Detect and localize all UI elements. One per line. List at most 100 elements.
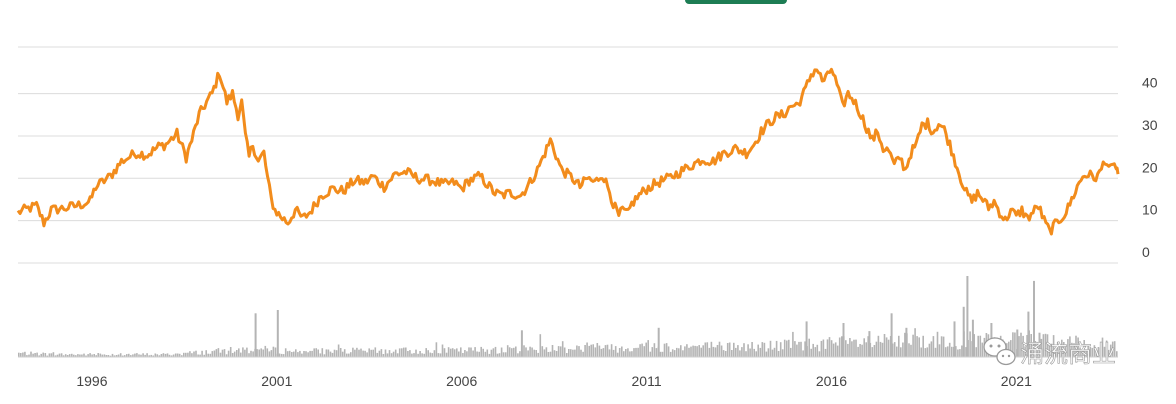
volume-bar (1101, 337, 1104, 357)
volume-bar (684, 346, 686, 357)
volume-bar (95, 355, 97, 357)
volume-bar (403, 347, 405, 357)
volume-bar (818, 351, 821, 357)
volume-bar (849, 338, 851, 357)
volume-bar (231, 353, 234, 357)
volume-bar (720, 345, 723, 357)
volume-bar (773, 347, 776, 357)
volume-bar (335, 350, 338, 357)
volume-bar (152, 355, 154, 357)
volume-bar (533, 349, 535, 357)
volume-bar (504, 352, 507, 357)
volume-bar (126, 354, 128, 357)
volume-bar (1024, 346, 1026, 357)
volume-bar (462, 353, 464, 357)
volume-bar (753, 348, 755, 357)
volume-bar (309, 350, 311, 357)
volume-bar (735, 347, 737, 357)
volume-bar (557, 346, 560, 357)
volume-bar (1079, 347, 1081, 357)
volume-bar (519, 351, 521, 357)
watermark: 涌流商业 (983, 337, 1116, 368)
volume-bar (170, 355, 173, 357)
header-button[interactable] (685, 0, 787, 4)
volume-bar (1020, 332, 1022, 357)
volume-bar (832, 343, 835, 357)
volume-bar (64, 354, 67, 357)
volume-bar (651, 347, 654, 357)
volume-bar (236, 350, 238, 357)
volume-bar (763, 342, 766, 357)
volume-bar (407, 351, 409, 357)
volume-bar (425, 348, 427, 357)
volume-bar (376, 352, 379, 357)
x-tick-label: 2006 (446, 373, 477, 389)
volume-bar (1018, 336, 1020, 357)
volume-bar (93, 354, 95, 357)
volume-bar (445, 352, 448, 357)
volume-bar (673, 350, 676, 357)
volume-bar (1087, 344, 1089, 357)
volume-bar (494, 346, 497, 357)
volume-bar (578, 346, 580, 357)
volume-bar (197, 354, 199, 357)
volume-bar (920, 347, 922, 357)
volume-bar (545, 347, 548, 357)
volume-bar (946, 346, 949, 357)
volume-bar (46, 355, 49, 357)
volume-bar (286, 351, 289, 357)
volume-bar (288, 350, 291, 357)
volume-bar (957, 349, 959, 357)
y-tick-label: 20 (1142, 159, 1158, 175)
volume-bar (610, 344, 613, 357)
volume-bar (81, 354, 83, 357)
price-line (16, 67, 1120, 236)
volume-bar (394, 349, 397, 357)
volume-bar (449, 348, 452, 357)
volume-bar (979, 335, 982, 357)
volume-bar (896, 346, 898, 357)
volume-bar (417, 353, 419, 357)
volume-bar (861, 344, 863, 357)
volume-bar (429, 352, 432, 357)
volume-bar (193, 351, 195, 357)
volume-bar (887, 339, 890, 357)
volume-bar (1116, 351, 1118, 357)
volume-bar (496, 353, 499, 357)
volume-bar (645, 342, 647, 357)
volume-bar (458, 351, 460, 357)
volume-bar (482, 348, 484, 357)
volume-bar (339, 348, 342, 357)
volume-bar (875, 341, 878, 357)
volume-bar (187, 352, 189, 357)
volume-bar (217, 348, 220, 357)
volume-bar (48, 353, 51, 357)
x-axis-tick-labels: 1996 2001 2006 2011 2016 2021 (76, 373, 1032, 389)
volume-bar (1014, 332, 1016, 357)
volume-bar (360, 348, 362, 357)
volume-bar (531, 347, 533, 357)
volume-bar (696, 346, 698, 357)
volume-bar (743, 343, 745, 357)
volume-bar (307, 352, 309, 357)
volume-bar (174, 353, 177, 357)
y-axis-tick-labels: 0 10 20 30 40 (1142, 75, 1158, 260)
volume-bar (627, 348, 629, 357)
volume-bar (189, 351, 191, 357)
volume-bar (618, 348, 621, 357)
volume-bar (427, 350, 429, 357)
volume-bar (771, 349, 774, 357)
volume-bar (409, 350, 411, 357)
volume-bar (502, 352, 505, 357)
volume-bar (808, 338, 810, 357)
volume-bar (1109, 344, 1112, 357)
volume-bar (246, 347, 248, 357)
volume-bar (380, 349, 383, 357)
volume-bar (201, 350, 203, 357)
volume-bar (260, 348, 262, 357)
volume-bar (386, 353, 389, 357)
volume-bar (926, 347, 929, 357)
volume-bar (443, 348, 446, 357)
volume-bar (731, 350, 733, 357)
volume-bar (466, 351, 468, 357)
